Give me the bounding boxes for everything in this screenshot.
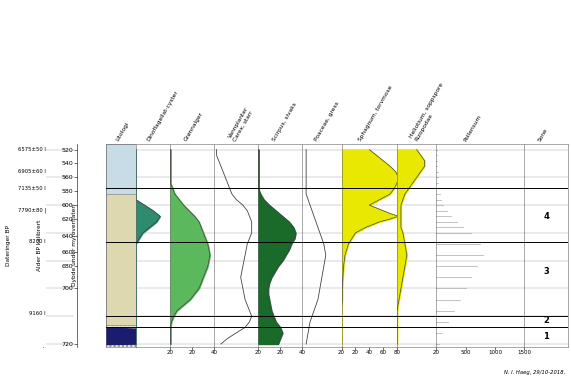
Text: Sphagnum, torvmose: Sphagnum, torvmose — [358, 85, 394, 142]
Text: Pollensum: Pollensum — [463, 113, 482, 142]
Bar — [106, 144, 136, 194]
Text: 2: 2 — [543, 316, 549, 325]
Text: Dinoflagellat-cyster: Dinoflagellat-cyster — [146, 89, 179, 142]
Bar — [106, 324, 136, 347]
Bar — [106, 194, 136, 324]
Text: 8200 I: 8200 I — [29, 239, 46, 244]
Text: Heliotium, soppspore
Rizopodae: Heliotium, soppspore Rizopodae — [409, 82, 450, 142]
Text: Poaceae, gress: Poaceae, gress — [314, 101, 341, 142]
Text: 7790±80 |: 7790±80 | — [18, 208, 46, 213]
Text: 4: 4 — [543, 212, 549, 221]
Text: Dybde under myroverflaten: Dybde under myroverflaten — [72, 204, 77, 287]
Text: Dateringer BP: Dateringer BP — [6, 225, 11, 266]
Text: Alder BP kalibrert: Alder BP kalibrert — [38, 220, 42, 271]
Text: 6575±50 I: 6575±50 I — [18, 147, 46, 152]
Text: 6905±60 I: 6905±60 I — [18, 169, 46, 174]
Text: Grønnalger: Grønnalger — [183, 111, 204, 142]
Text: Vannplanter
Carex, starr: Vannplanter Carex, starr — [227, 106, 255, 142]
Text: 3: 3 — [543, 267, 549, 276]
Text: N. I. Haeg, 29/10-2018.: N. I. Haeg, 29/10-2018. — [504, 370, 565, 375]
Text: Litologi: Litologi — [115, 121, 130, 142]
Text: 1: 1 — [543, 332, 549, 341]
Text: Sone: Sone — [537, 127, 549, 142]
Text: Scirpus, sivaks: Scirpus, sivaks — [271, 102, 297, 142]
Text: 7135±50 I: 7135±50 I — [18, 186, 46, 191]
Text: 9160 I: 9160 I — [29, 311, 46, 316]
